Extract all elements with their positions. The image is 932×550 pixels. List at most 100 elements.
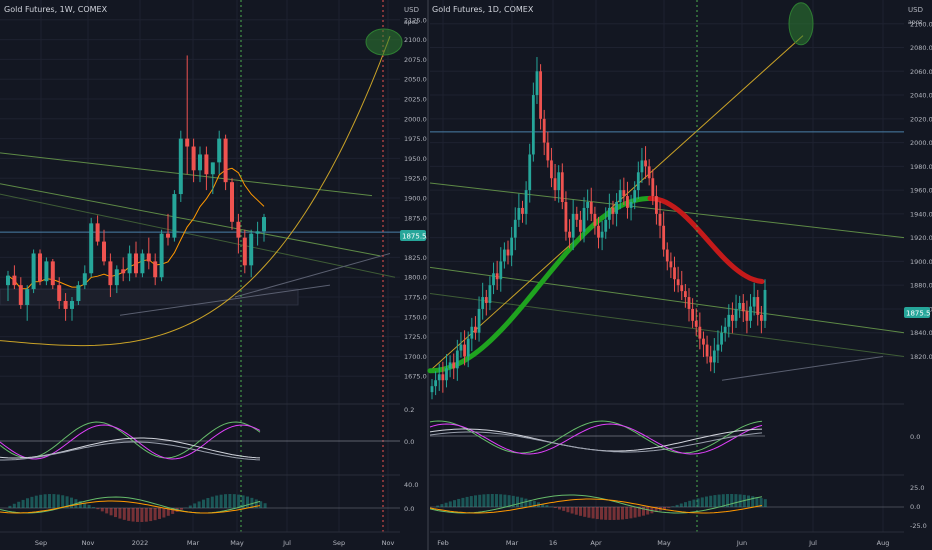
right-candle-body bbox=[745, 311, 749, 321]
right-candle-body bbox=[720, 332, 723, 345]
right-candle-body bbox=[535, 71, 539, 96]
right-macd-hist bbox=[490, 494, 494, 507]
left-time-tick: Sep bbox=[333, 539, 345, 547]
right-macd-hist bbox=[625, 507, 629, 519]
left-time-tick: Jul bbox=[282, 539, 291, 547]
right-candle-body bbox=[600, 231, 604, 238]
left-macd-hist bbox=[193, 503, 197, 508]
right-candle-body bbox=[488, 285, 492, 303]
left-stoch-signal bbox=[0, 424, 261, 460]
right-support-line bbox=[721, 355, 884, 381]
right-candles[interactable] bbox=[430, 57, 767, 400]
left-macd-hist bbox=[166, 508, 170, 516]
left-macd-hist bbox=[241, 495, 245, 508]
left-candle-body bbox=[255, 231, 260, 234]
left-target-ellipse bbox=[365, 28, 403, 56]
right-chart-panel[interactable]: 1820.01840.01860.01880.01900.01920.01940… bbox=[427, 0, 932, 547]
right-macd-hist bbox=[499, 494, 503, 507]
right-candle-body bbox=[481, 297, 485, 309]
right-macd-signal bbox=[429, 431, 763, 453]
right-macd-hist bbox=[692, 499, 696, 507]
left-candle-body bbox=[114, 269, 119, 286]
right-trendline-low bbox=[429, 292, 905, 357]
right-macd-hist bbox=[558, 507, 561, 510]
right-trendline-upper bbox=[429, 182, 905, 239]
right-macd-hist bbox=[646, 507, 650, 515]
right-candle-body bbox=[738, 303, 742, 309]
right-price-tick: 1880.0 bbox=[910, 282, 932, 290]
right-macd-hist bbox=[705, 496, 708, 507]
right-candle-body bbox=[517, 207, 521, 220]
right-price-tick: 2100.0 bbox=[910, 20, 932, 28]
right-macd-hist bbox=[751, 496, 755, 507]
right-macd-hist bbox=[474, 495, 477, 507]
right-candle-body bbox=[705, 344, 709, 357]
right-currency-label: USD bbox=[908, 6, 923, 14]
right-candle-body bbox=[466, 338, 470, 357]
right-candle-body bbox=[546, 142, 550, 161]
right-macd-hist bbox=[642, 507, 645, 516]
right-candle-body bbox=[528, 154, 532, 191]
right-macd-hist bbox=[579, 507, 582, 516]
right-price-axis[interactable]: 1820.01840.01860.01880.01900.01920.01940… bbox=[910, 20, 932, 361]
right-candle-body bbox=[607, 207, 611, 220]
right-candle-body bbox=[618, 190, 622, 202]
right-macd-hist bbox=[734, 494, 738, 507]
left-macd-hist bbox=[237, 494, 241, 508]
right-candle-body bbox=[495, 273, 499, 280]
right-macd-hist bbox=[726, 494, 729, 507]
right-macd-hist bbox=[553, 507, 557, 509]
right-candle-body bbox=[669, 261, 673, 268]
left-macd-hist bbox=[34, 495, 38, 508]
right-macd-hist bbox=[486, 494, 490, 507]
right-macd-hist bbox=[574, 507, 578, 515]
right-candle-body bbox=[434, 380, 438, 387]
right-macd-hist bbox=[562, 507, 566, 511]
left-candle-body bbox=[89, 223, 94, 274]
left-osc-signal bbox=[0, 500, 261, 514]
left-macd-hist bbox=[153, 508, 157, 521]
left-macd-hist bbox=[78, 500, 82, 508]
left-candle-body bbox=[44, 261, 49, 282]
right-macd-hist bbox=[675, 504, 679, 507]
right-candle-body bbox=[484, 297, 488, 303]
left-trendline-mid bbox=[0, 183, 381, 257]
right-candle-body bbox=[709, 356, 713, 363]
right-candle-body bbox=[651, 178, 655, 197]
right-candle-body bbox=[633, 190, 637, 202]
left-macd-hist bbox=[114, 508, 117, 518]
right-price-tick: 2060.0 bbox=[910, 68, 932, 76]
right-time-tick: Jul bbox=[808, 539, 817, 547]
left-time-axis[interactable]: Sep Nov 2022 Mar May Jul Sep Nov bbox=[0, 531, 400, 547]
right-time-tick: Feb bbox=[437, 539, 449, 547]
left-time-tick: Sep bbox=[35, 539, 47, 547]
right-macd-hist bbox=[717, 494, 721, 507]
left-time-tick: 2022 bbox=[132, 539, 149, 547]
right-candle-body bbox=[445, 368, 448, 381]
left-macd-hist bbox=[188, 505, 192, 508]
left-macd-hist bbox=[83, 502, 87, 508]
right-candle-body bbox=[647, 166, 651, 179]
left-candle-body bbox=[153, 261, 158, 278]
left-candle-body bbox=[236, 221, 241, 238]
right-macd-tick: 25.0 bbox=[910, 484, 924, 492]
right-macd-hist bbox=[755, 497, 759, 507]
right-stoch-signal bbox=[429, 423, 763, 455]
right-candle-body bbox=[640, 160, 644, 173]
right-time-axis[interactable]: Feb Mar 16 Apr May Jun Jul Aug bbox=[430, 531, 904, 547]
left-candle-body bbox=[127, 253, 132, 274]
left-support-line-2 bbox=[234, 252, 391, 298]
right-candle-body bbox=[691, 308, 695, 321]
left-range-box bbox=[0, 288, 299, 306]
right-price-badge-text: 1875.5 bbox=[906, 310, 931, 318]
right-candle-body bbox=[658, 213, 662, 226]
left-macd-hist bbox=[30, 496, 34, 508]
left-chart-panel[interactable]: 1675.0 1700.0 1725.0 1750.0 1775.0 1800.0 1825… bbox=[0, 0, 427, 547]
right-macd-hist bbox=[495, 494, 498, 507]
left-price-tick: 1675.0 bbox=[404, 373, 427, 381]
right-candle-body bbox=[644, 160, 647, 167]
right-macd-hist bbox=[482, 494, 486, 507]
left-candles[interactable] bbox=[6, 55, 266, 321]
left-macd-hist bbox=[61, 495, 65, 508]
left-macd-hist bbox=[246, 496, 249, 508]
